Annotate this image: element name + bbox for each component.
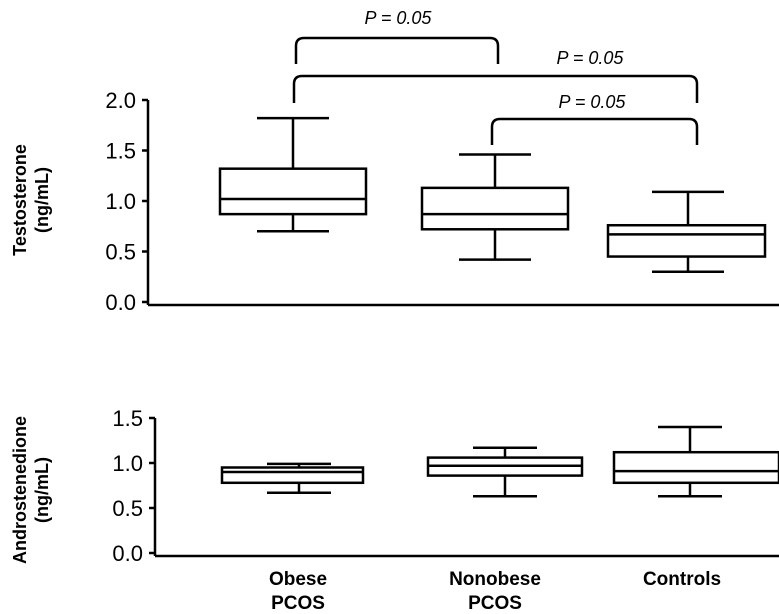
testosterone-ytick-label: 1.5 bbox=[105, 139, 136, 164]
androstenedione-ytick-label: 0.5 bbox=[112, 496, 143, 521]
xcat-nonobese-line1: Nonobese bbox=[449, 569, 541, 590]
testosterone-box bbox=[606, 223, 767, 258]
testosterone-box bbox=[218, 167, 368, 216]
androstenedione-box bbox=[220, 466, 365, 485]
xcat-nonobese-line2: PCOS bbox=[468, 593, 522, 614]
testosterone-ytick-label: 0.5 bbox=[105, 240, 136, 265]
significance-bracket bbox=[292, 74, 699, 103]
testosterone-panel: 0.0 0.5 1.0 1.5 2.0 P = 0.05 P = 0.05 P = 0.05 bbox=[105, 8, 779, 315]
androstenedione-ylabel-line1: Androstenedione bbox=[10, 416, 30, 564]
significance-label: P = 0.05 bbox=[365, 8, 433, 28]
testosterone-ytick-label: 0.0 bbox=[105, 290, 136, 315]
testosterone-ylabel-line1: Testosterone bbox=[10, 144, 30, 256]
significance-label: P = 0.05 bbox=[559, 92, 627, 112]
xcat-obese-line2: PCOS bbox=[271, 593, 325, 614]
androstenedione-ylabel-line2: (ng/mL) bbox=[32, 457, 52, 523]
androstenedione-ytick-label: 1.0 bbox=[112, 451, 143, 476]
androstenedione-panel: 0.0 0.5 1.0 1.5 bbox=[112, 406, 779, 566]
androstenedione-ytick-label: 0.0 bbox=[112, 541, 143, 566]
androstenedione-ytick-label: 1.5 bbox=[112, 406, 143, 431]
xcat-obese-line1: Obese bbox=[269, 569, 327, 590]
testosterone-ytick-label: 2.0 bbox=[105, 88, 136, 113]
androstenedione-box bbox=[612, 450, 779, 485]
significance-bracket bbox=[490, 117, 699, 145]
xcat-controls-line1: Controls bbox=[643, 569, 721, 590]
testosterone-ytick-label: 1.0 bbox=[105, 189, 136, 214]
testosterone-box bbox=[420, 186, 570, 231]
significance-label: P = 0.05 bbox=[557, 48, 625, 68]
testosterone-ylabel-line2: (ng/mL) bbox=[32, 167, 52, 233]
significance-bracket bbox=[294, 36, 500, 64]
